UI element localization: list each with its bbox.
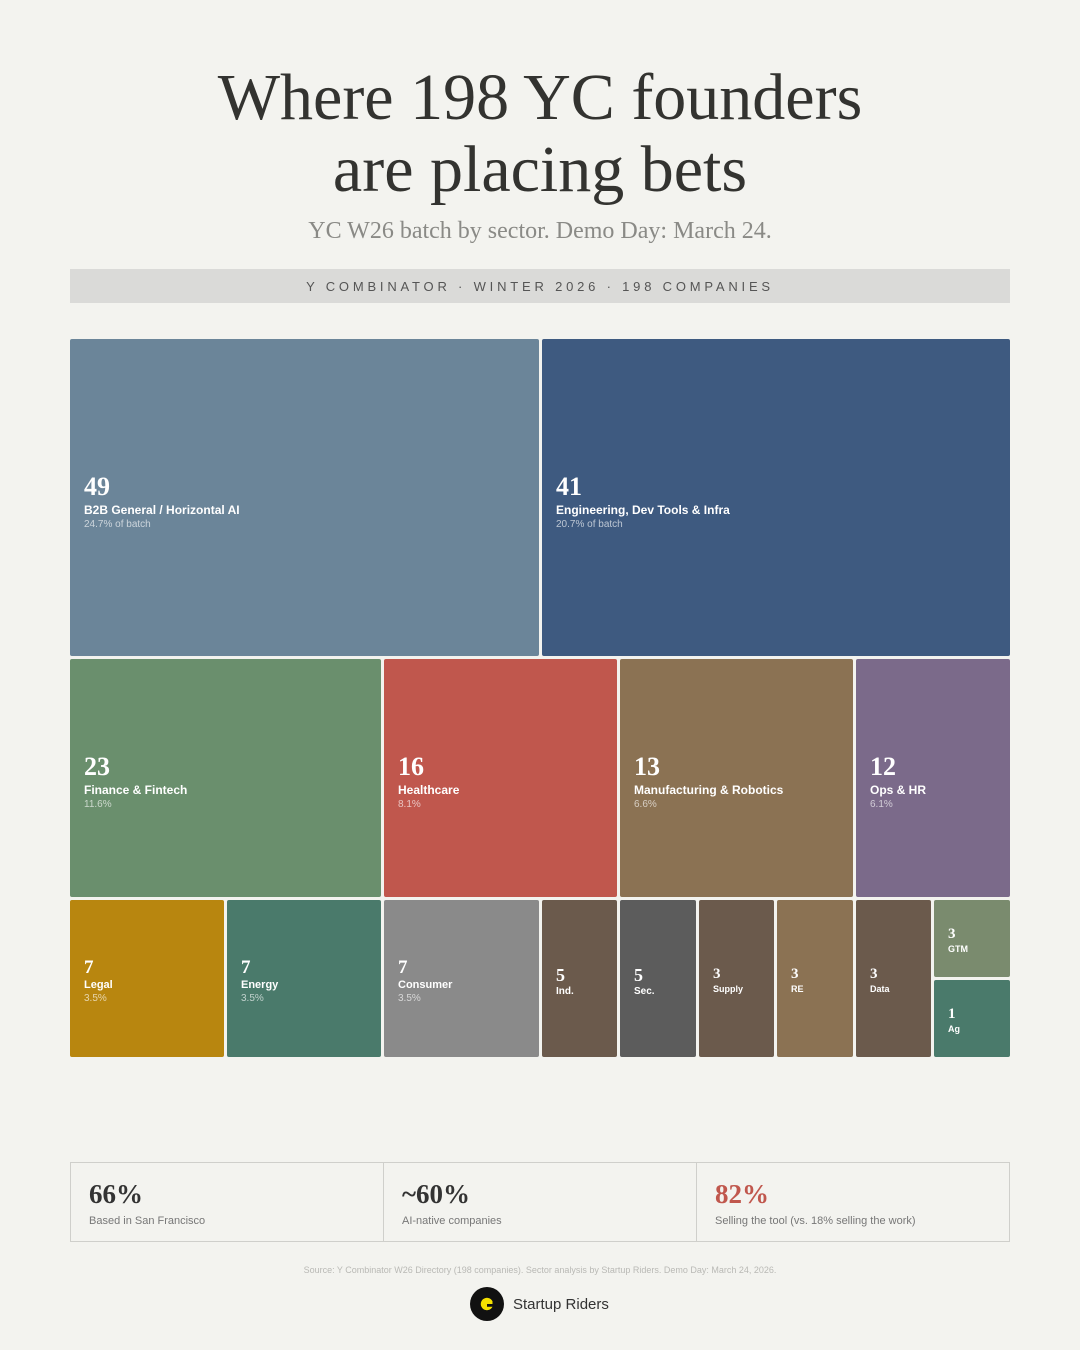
tile-count: 7 <box>398 957 408 978</box>
tile-count: 7 <box>84 957 94 978</box>
stat-label: AI-native companies <box>402 1215 502 1227</box>
tile-count: 3 <box>791 966 799 982</box>
tile-count: 16 <box>398 752 424 781</box>
tile-percent: 11.6% <box>84 799 112 810</box>
treemap-tile-gtm: 3 GTM <box>934 900 1010 977</box>
tile-percent: 24.7% of batch <box>84 518 151 530</box>
tile-count: 3 <box>713 966 721 982</box>
tile-count: 7 <box>241 957 251 978</box>
tile-label: Ops & HR <box>870 783 927 797</box>
tile-percent: 3.5% <box>398 993 421 1004</box>
page-title: Where 198 YC founders are placing bets <box>0 62 1080 206</box>
title-line-2: are placing bets <box>332 133 748 206</box>
treemap-tile-consumer: 7 Consumer 3.5% <box>384 900 539 1057</box>
stat-ai-native: ~60% AI-native companies <box>383 1163 696 1241</box>
tile-label: Healthcare <box>398 783 460 797</box>
tile-label: B2B General / Horizontal AI <box>84 502 240 517</box>
treemap-tile-legal: 7 Legal 3.5% <box>70 900 224 1057</box>
stat-label: Based in San Francisco <box>89 1215 206 1227</box>
tile-percent: 8.1% <box>398 799 421 810</box>
title-line-1: Where 198 YC founders <box>217 61 863 134</box>
tile-label: Ag <box>948 1024 960 1034</box>
tile-percent: 6.6% <box>634 799 657 810</box>
tile-label: Data <box>870 984 890 994</box>
brand[interactable]: Startup Riders <box>470 1287 609 1321</box>
tile-label: Engineering, Dev Tools & Infra <box>556 502 730 517</box>
treemap-tile-ind: 5 Ind. <box>542 900 617 1057</box>
treemap-tile-finance-fintech: 23 Finance & Fintech 11.6% <box>70 659 381 897</box>
tile-count: 3 <box>948 926 956 942</box>
tile-percent: 3.5% <box>241 993 264 1004</box>
treemap-tile-sec: 5 Sec. <box>620 900 696 1057</box>
treemap-tile-manufacturing-robotics: 13 Manufacturing & Robotics 6.6% <box>620 659 853 897</box>
treemap-tile-engineering-dev-tools-infra: 41 Engineering, Dev Tools & Infra 20.7% of… <box>542 339 1010 656</box>
stat-value: 82% <box>715 1179 769 1209</box>
stats-row: 66% Based in San Francisco ~60% AI-nativ… <box>70 1162 1010 1242</box>
stat-selling-tool: 82% Selling the tool (vs. 18% selling th… <box>696 1163 1009 1241</box>
tile-percent: 20.7% of batch <box>556 518 623 530</box>
startup-riders-logo-icon <box>470 1287 504 1321</box>
tile-label: Finance & Fintech <box>84 783 188 797</box>
tile-label: Manufacturing & Robotics <box>634 783 784 797</box>
tile-label: RE <box>791 984 804 994</box>
tile-count: 13 <box>634 752 660 781</box>
tile-count: 1 <box>948 1006 956 1022</box>
tile-label: Supply <box>713 984 744 994</box>
treemap-tile-ag: 1 Ag <box>934 980 1010 1057</box>
page-subtitle: YC W26 batch by sector. Demo Day: March … <box>308 218 772 244</box>
tile-percent: 6.1% <box>870 799 893 810</box>
stat-value: 66% <box>89 1179 143 1209</box>
tile-label: Consumer <box>398 979 453 991</box>
tile-label: Ind. <box>556 985 574 997</box>
stat-label: Selling the tool (vs. 18% selling the wo… <box>715 1215 916 1227</box>
treemap-tile-b2b-general-horizontal-ai: 49 B2B General / Horizontal AI 24.7% of ba… <box>70 339 539 656</box>
batch-banner: Y COMBINATOR · WINTER 2026 · 198 COMPANI… <box>70 269 1010 303</box>
tile-percent: 3.5% <box>84 993 107 1004</box>
treemap-tile-data: 3 Data <box>856 900 931 1057</box>
tile-count: 49 <box>84 471 110 501</box>
stat-sf: 66% Based in San Francisco <box>71 1163 383 1241</box>
tile-count: 3 <box>870 966 878 982</box>
tile-count: 5 <box>634 964 643 985</box>
treemap-tile-healthcare: 16 Healthcare 8.1% <box>384 659 617 897</box>
tile-count: 23 <box>84 752 110 781</box>
tile-label: GTM <box>948 944 968 954</box>
tile-count: 5 <box>556 964 565 985</box>
treemap-tile-supply: 3 Supply <box>699 900 774 1057</box>
treemap-tile-energy: 7 Energy 3.5% <box>227 900 381 1057</box>
stat-value: ~60% <box>402 1179 471 1209</box>
treemap-tile-ops-hr: 12 Ops & HR 6.1% <box>856 659 1010 897</box>
brand-name: Startup Riders <box>513 1295 609 1313</box>
treemap-tile-re: 3 RE <box>777 900 853 1057</box>
tile-count: 41 <box>556 471 582 501</box>
tile-label: Energy <box>241 979 279 991</box>
tile-count: 12 <box>870 752 896 781</box>
tile-label: Sec. <box>634 985 655 997</box>
source-note: Source: Y Combinator W26 Directory (198 … <box>303 1265 777 1275</box>
tile-label: Legal <box>84 979 113 991</box>
